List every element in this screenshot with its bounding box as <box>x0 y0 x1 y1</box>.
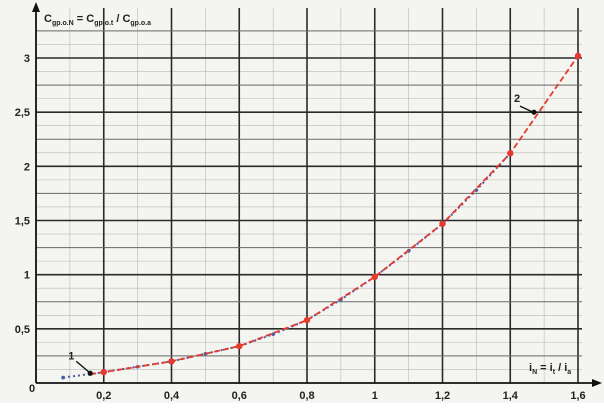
x-label-eq: = i <box>537 362 553 374</box>
annotation-point <box>531 109 537 115</box>
x-axis-label: iN = it / ia <box>529 362 571 376</box>
series-1-point <box>100 368 107 376</box>
series: 12 <box>61 52 582 380</box>
x-label-sub2: t <box>553 369 556 376</box>
x-axis-arrow <box>592 379 602 387</box>
annotation-label: 2 <box>514 93 520 105</box>
y-label-sub2: gp.o.t <box>94 20 114 27</box>
x-tick-label: 0,2 <box>96 390 111 402</box>
series-2-point <box>61 375 65 380</box>
y-axis-arrow <box>32 2 40 12</box>
series-2-point <box>271 332 275 337</box>
x-label-slash: / i <box>555 362 567 374</box>
series-1-point <box>439 220 446 227</box>
series-1-point <box>236 342 243 350</box>
series-2-point <box>474 188 479 192</box>
y-axis-label: Cgp.o.N = Cgp.o.t / Cgp.o.a <box>44 13 151 27</box>
tick-labels: 0,2 0,4 0,6 0,8 1 1,2 1,4 1,6 0,5 1 1,5 2 2,5 3 <box>15 53 586 402</box>
annotation-label: 1 <box>68 350 74 362</box>
annotation-leader <box>519 105 534 113</box>
y-tick-label: 2 <box>24 161 30 173</box>
y-label-c1: C <box>44 13 52 25</box>
x-label-sub3: a <box>567 369 571 376</box>
x-label-sub1: N <box>532 369 537 376</box>
x-tick-label: 1,6 <box>570 390 585 402</box>
annotation-point <box>87 370 93 376</box>
series-1-point <box>168 358 175 365</box>
series-1-point <box>371 273 378 281</box>
y-label-sub1: gp.o.N <box>52 20 74 27</box>
series-1-point <box>507 150 514 157</box>
y-label-slash: / C <box>113 13 130 25</box>
x-tick-label: 0,8 <box>299 390 314 402</box>
annotation-leader <box>75 360 90 373</box>
x-tick-label: 0,4 <box>164 390 180 402</box>
y-tick-label: 2,5 <box>15 107 30 119</box>
y-tick-label: 0,5 <box>15 324 30 336</box>
y-label-eq: = C <box>74 13 95 25</box>
origin-label: 0 <box>29 383 35 395</box>
y-tick-label: 1,5 <box>15 216 30 228</box>
x-tick-label: 0,6 <box>232 390 247 402</box>
axes <box>32 2 602 387</box>
x-tick-label: 1 <box>372 390 378 402</box>
y-label-sub3: gp.o.a <box>130 20 151 27</box>
series-1-line <box>90 55 579 376</box>
grid <box>36 8 582 383</box>
x-tick-label: 1,2 <box>435 390 450 402</box>
y-tick-label: 3 <box>24 53 30 65</box>
x-label-i: i <box>529 362 532 374</box>
y-tick-label: 1 <box>24 270 30 282</box>
series-1-point <box>574 52 582 60</box>
x-tick-label: 1,4 <box>503 390 519 402</box>
series-1-point <box>303 316 311 324</box>
